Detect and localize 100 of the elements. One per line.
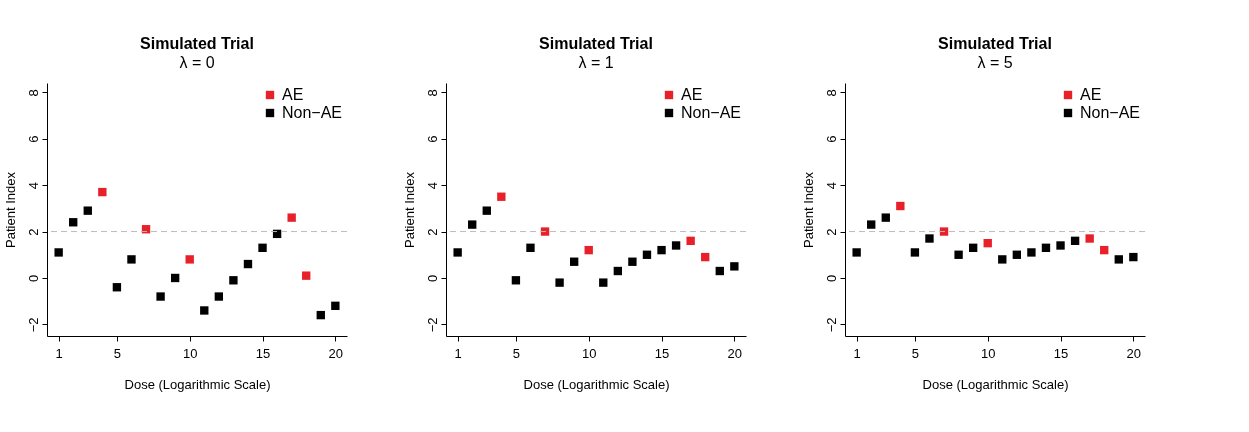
x-tick-label: 10 [182, 345, 198, 361]
point [331, 301, 340, 311]
point [540, 227, 550, 236]
chart-title: Simulated Trial [140, 35, 254, 52]
x-tick-label: 20 [1126, 345, 1142, 361]
point [730, 262, 739, 271]
y-tick-label: 2 [823, 228, 839, 236]
y-tick-label: 4 [25, 182, 41, 190]
legend-label: Non−AE [1080, 104, 1141, 121]
y-tick-label: 6 [25, 135, 41, 143]
point [287, 213, 296, 222]
point [83, 206, 92, 215]
point [511, 276, 521, 285]
y-tick-label: −2 [823, 317, 839, 333]
point [214, 292, 224, 301]
chart-subtitle: λ = 5 [977, 54, 1013, 71]
y-tick-label: 4 [424, 182, 440, 190]
x-tick-label: 1 [454, 345, 462, 361]
point [156, 292, 165, 301]
point [1129, 252, 1138, 262]
x-tick-label: 15 [1053, 345, 1069, 361]
point [258, 243, 267, 252]
point [715, 266, 724, 276]
point [555, 278, 564, 287]
point [112, 283, 122, 292]
point [127, 255, 136, 264]
point [686, 236, 695, 246]
point [229, 276, 238, 285]
point [925, 234, 934, 243]
point [657, 245, 666, 255]
y-tick-label: 8 [424, 89, 440, 97]
x-tick-label: 5 [113, 345, 122, 361]
point [642, 250, 652, 259]
x-tick-label: 5 [911, 345, 920, 361]
point [852, 248, 861, 257]
point [910, 248, 920, 257]
legend-label: AE [681, 86, 703, 103]
point [1085, 234, 1094, 243]
point [867, 220, 876, 229]
x-axis-title: Dose (Logarithmic Scale) [124, 376, 271, 392]
point [482, 206, 491, 215]
point [628, 257, 637, 266]
x-tick-label: 10 [980, 345, 996, 361]
chart-title: Simulated Trial [539, 35, 653, 52]
legend-label: Non−AE [282, 104, 343, 121]
legend-label: AE [1080, 86, 1102, 103]
y-tick-label: −2 [25, 317, 41, 333]
point [584, 245, 593, 255]
y-tick-label: 2 [424, 228, 440, 236]
point [983, 238, 992, 248]
point [497, 192, 506, 201]
x-axis-title: Dose (Logarithmic Scale) [523, 376, 670, 392]
point [526, 243, 535, 252]
point [671, 241, 681, 250]
x-tick-label: 10 [581, 345, 597, 361]
x-tick-label: 1 [853, 345, 861, 361]
point [98, 187, 107, 197]
y-axis-title: Patient Index [800, 171, 816, 248]
chart-subtitle: λ = 0 [179, 54, 215, 71]
y-axis-title: Patient Index [401, 171, 417, 248]
point [613, 266, 623, 276]
y-tick-label: 8 [25, 89, 41, 97]
y-tick-label: −2 [424, 317, 440, 333]
point [302, 271, 311, 280]
y-tick-label: 0 [25, 274, 41, 283]
point [453, 248, 462, 257]
y-tick-label: 6 [424, 135, 440, 143]
point [200, 306, 209, 315]
x-tick-label: 1 [55, 345, 63, 361]
point [54, 248, 63, 257]
x-tick-label: 15 [654, 345, 670, 361]
point [701, 252, 710, 262]
point [998, 255, 1007, 264]
chart-title: Simulated Trial [938, 35, 1052, 52]
x-tick-label: 20 [328, 345, 344, 361]
point [468, 220, 477, 229]
point [1041, 243, 1051, 252]
point [881, 213, 890, 222]
legend-label: AE [282, 86, 304, 103]
point [185, 255, 194, 264]
legend-label: Non−AE [681, 104, 742, 121]
point [599, 278, 608, 287]
point [569, 257, 579, 266]
point [1100, 245, 1109, 255]
point [1027, 248, 1036, 257]
y-tick-label: 8 [823, 89, 839, 97]
point [1070, 236, 1080, 246]
point [968, 243, 978, 252]
point [896, 201, 905, 211]
x-tick-label: 15 [255, 345, 271, 361]
x-tick-label: 20 [727, 345, 743, 361]
point [1056, 241, 1065, 250]
chart-subtitle: λ = 1 [578, 54, 614, 71]
x-tick-label: 5 [512, 345, 521, 361]
y-tick-label: 2 [25, 228, 41, 236]
y-axis-title: Patient Index [2, 171, 18, 248]
x-axis-title: Dose (Logarithmic Scale) [922, 376, 1069, 392]
y-tick-label: 0 [823, 274, 839, 283]
point [69, 218, 78, 227]
point [316, 310, 325, 320]
